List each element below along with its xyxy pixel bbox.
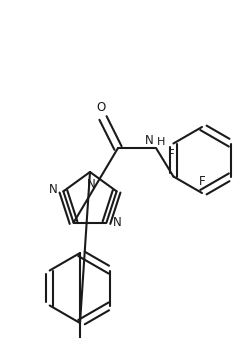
Text: N: N: [145, 134, 154, 147]
Text: N: N: [87, 178, 95, 191]
Text: H: H: [157, 137, 165, 147]
Text: F: F: [199, 175, 205, 188]
Text: N: N: [112, 216, 121, 229]
Text: N: N: [49, 183, 57, 196]
Text: F: F: [168, 148, 175, 162]
Text: O: O: [96, 101, 106, 114]
